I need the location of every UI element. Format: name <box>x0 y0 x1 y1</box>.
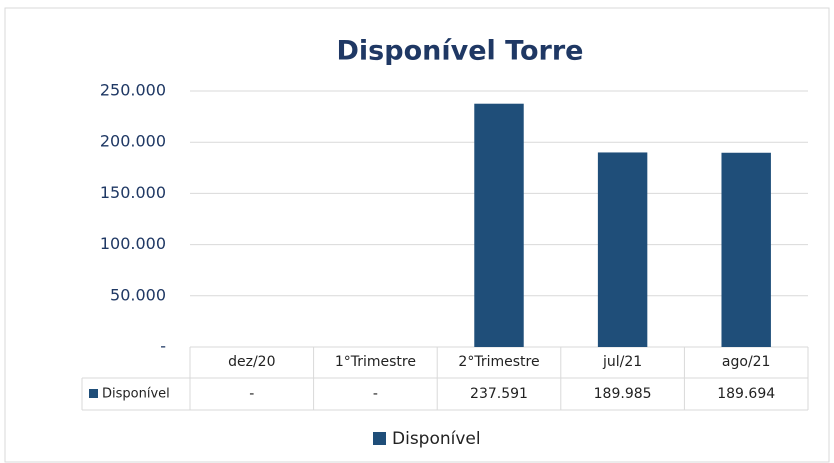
y-tick-label: - <box>160 337 166 356</box>
data-label: - <box>249 386 254 402</box>
x-tick-label: ago/21 <box>722 354 771 370</box>
x-tick-label: 2°Trimestre <box>458 354 539 370</box>
data-label: 189.985 <box>594 386 652 402</box>
legend-key <box>89 389 98 398</box>
data-label: 189.694 <box>717 386 775 402</box>
x-tick-label: dez/20 <box>228 354 275 370</box>
x-tick-label: jul/21 <box>602 354 642 370</box>
y-tick-label: 50.000 <box>110 285 166 304</box>
bar <box>474 103 524 347</box>
legend-label: Disponível <box>392 429 481 449</box>
bar <box>597 152 648 347</box>
y-tick-label: 200.000 <box>100 132 166 151</box>
x-tick-label: 1°Trimestre <box>335 354 416 370</box>
y-tick-label: 150.000 <box>100 183 166 202</box>
chart-title: Disponível Torre <box>337 36 584 67</box>
table-row-label: Disponível <box>102 387 170 402</box>
legend-key <box>373 432 386 445</box>
chart-area <box>4 7 830 463</box>
data-label: 237.591 <box>470 386 528 402</box>
y-tick-label: 250.000 <box>100 81 166 100</box>
y-tick-label: 100.000 <box>100 234 166 253</box>
bar <box>721 152 771 347</box>
data-label: - <box>373 386 378 402</box>
